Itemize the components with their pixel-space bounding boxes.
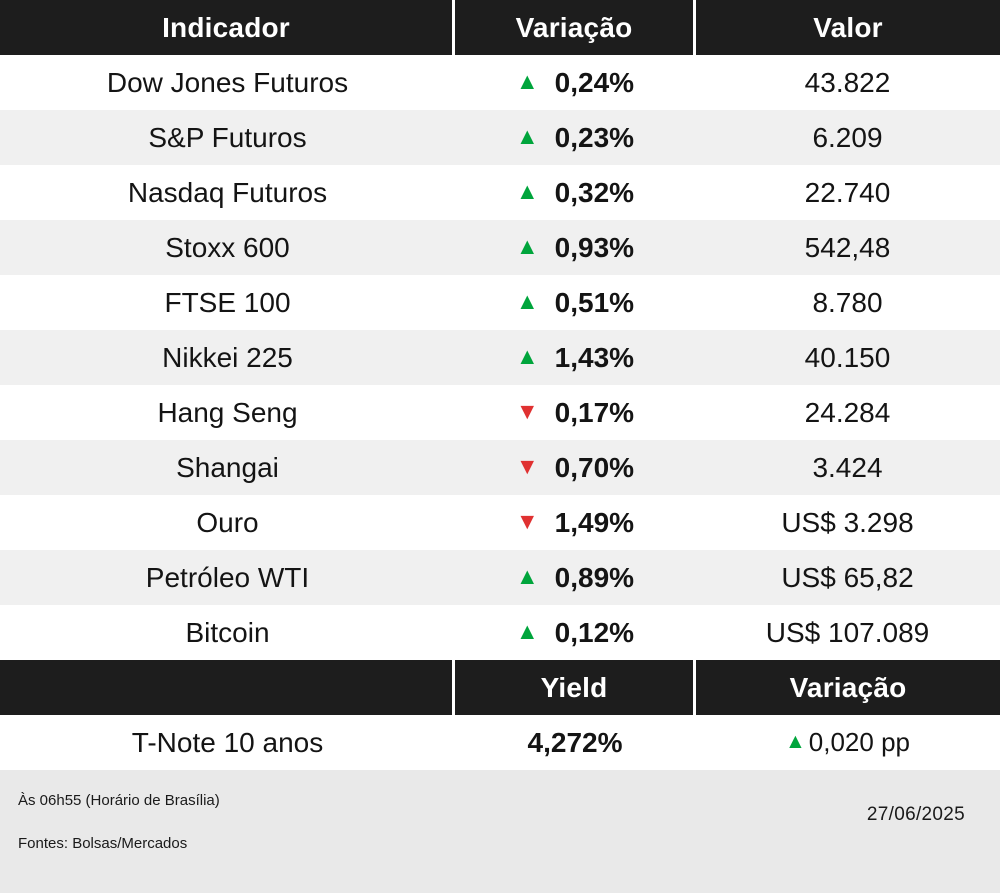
table-row: Petróleo WTI ▲ 0,89% US$ 65,82 — [0, 550, 1000, 605]
bond-row: T-Note 10 anos 4,272% ▲ 0,020 pp — [0, 715, 1000, 770]
bond-variation-cell: ▲ 0,020 pp — [695, 715, 1000, 770]
indicator-name: Stoxx 600 — [165, 231, 290, 263]
up-triangle-icon: ▲ — [515, 123, 539, 149]
footer: Às 06h55 (Horário de Brasília) Fontes: B… — [0, 770, 1000, 893]
value-cell: US$ 107.089 — [765, 616, 930, 648]
bond-header: Yield Variação — [0, 660, 1000, 715]
table-row: Stoxx 600 ▲ 0,93% 542,48 — [0, 220, 1000, 275]
up-triangle-icon: ▲ — [515, 563, 539, 589]
variation-value: 1,43% — [554, 341, 635, 373]
header-variacao: Variação — [455, 0, 693, 55]
indicator-name: Dow Jones Futuros — [106, 66, 349, 98]
table-row: FTSE 100 ▲ 0,51% 8.780 — [0, 275, 1000, 330]
indicator-name: Nasdaq Futuros — [127, 176, 328, 208]
variation-cell: ▼ 0,17% — [455, 385, 695, 440]
variation-value: 1,49% — [554, 506, 635, 538]
variation-value: 0,12% — [554, 616, 635, 648]
table-row: S&P Futuros ▲ 0,23% 6.209 — [0, 110, 1000, 165]
footer-sources: Fontes: Bolsas/Mercados — [18, 835, 188, 852]
variation-value: 0,17% — [554, 396, 635, 428]
up-triangle-icon: ▲ — [515, 233, 539, 259]
table-row: Hang Seng ▼ 0,17% 24.284 — [0, 385, 1000, 440]
bond-variation-value: 0,020 pp — [808, 727, 910, 757]
variation-cell: ▲ 0,12% — [455, 605, 695, 660]
value-cell: 3.424 — [812, 451, 883, 483]
variation-value: 0,32% — [554, 176, 635, 208]
variation-value: 0,51% — [554, 286, 635, 318]
variation-value: 0,24% — [554, 66, 635, 98]
value-cell: 24.284 — [804, 396, 891, 428]
indicator-name: S&P Futuros — [148, 121, 307, 153]
value-cell: 542,48 — [804, 231, 891, 263]
value-cell: 22.740 — [804, 176, 891, 208]
up-triangle-icon: ▲ — [515, 288, 539, 314]
value-cell: 43.822 — [804, 66, 891, 98]
indicator-name: Bitcoin — [185, 616, 270, 648]
table-row: Bitcoin ▲ 0,12% US$ 107.089 — [0, 605, 1000, 660]
value-cell: 8.780 — [812, 286, 883, 318]
variation-cell: ▲ 0,93% — [455, 220, 695, 275]
variation-value: 0,23% — [554, 121, 635, 153]
variation-cell: ▲ 0,24% — [455, 55, 695, 110]
value-cell: 40.150 — [804, 341, 891, 373]
down-triangle-icon: ▼ — [515, 508, 539, 534]
indicator-name: Nikkei 225 — [162, 341, 293, 373]
header-indicador: Indicador — [0, 0, 452, 55]
indicator-name: FTSE 100 — [164, 286, 291, 318]
table-header: Indicador Variação Valor — [0, 0, 1000, 55]
footer-date: 27/06/2025 — [866, 804, 965, 825]
value-cell: 6.209 — [812, 121, 883, 153]
variation-cell: ▼ 1,49% — [455, 495, 695, 550]
up-triangle-icon: ▲ — [515, 178, 539, 204]
up-triangle-icon: ▲ — [784, 730, 806, 753]
variation-cell: ▲ 0,23% — [455, 110, 695, 165]
down-triangle-icon: ▼ — [515, 398, 539, 424]
value-cell: US$ 65,82 — [781, 561, 914, 593]
variation-value: 0,89% — [554, 561, 635, 593]
up-triangle-icon: ▲ — [515, 343, 539, 369]
variation-cell: ▼ 0,70% — [455, 440, 695, 495]
header-valor: Valor — [696, 0, 1000, 55]
bond-yield-value: 4,272% — [527, 726, 623, 758]
footer-notes: Às 06h55 (Horário de Brasília) Fontes: B… — [18, 792, 220, 893]
table-row: Shangai ▼ 0,70% 3.424 — [0, 440, 1000, 495]
variation-value: 0,70% — [554, 451, 635, 483]
table-row: Ouro ▼ 1,49% US$ 3.298 — [0, 495, 1000, 550]
variation-cell: ▲ 0,32% — [455, 165, 695, 220]
indicator-name: Ouro — [196, 506, 259, 538]
header-bond-variacao: Variação — [696, 660, 1000, 715]
table-row: Dow Jones Futuros ▲ 0,24% 43.822 — [0, 55, 1000, 110]
indicator-name: Hang Seng — [157, 396, 298, 428]
footer-time-note: Às 06h55 (Horário de Brasília) — [18, 792, 220, 809]
down-triangle-icon: ▼ — [515, 453, 539, 479]
variation-value: 0,93% — [554, 231, 635, 263]
value-cell: US$ 3.298 — [781, 506, 914, 538]
up-triangle-icon: ▲ — [515, 68, 539, 94]
variation-cell: ▲ 1,43% — [455, 330, 695, 385]
variation-cell: ▲ 0,51% — [455, 275, 695, 330]
table-row: Nikkei 225 ▲ 1,43% 40.150 — [0, 330, 1000, 385]
table-row: Nasdaq Futuros ▲ 0,32% 22.740 — [0, 165, 1000, 220]
indicator-name: Shangai — [176, 451, 279, 483]
header-yield: Yield — [455, 660, 693, 715]
indicator-name: Petróleo WTI — [145, 561, 310, 593]
bond-name: T-Note 10 anos — [131, 726, 324, 758]
bond-header-spacer — [0, 660, 452, 715]
up-triangle-icon: ▲ — [515, 618, 539, 644]
variation-cell: ▲ 0,89% — [455, 550, 695, 605]
